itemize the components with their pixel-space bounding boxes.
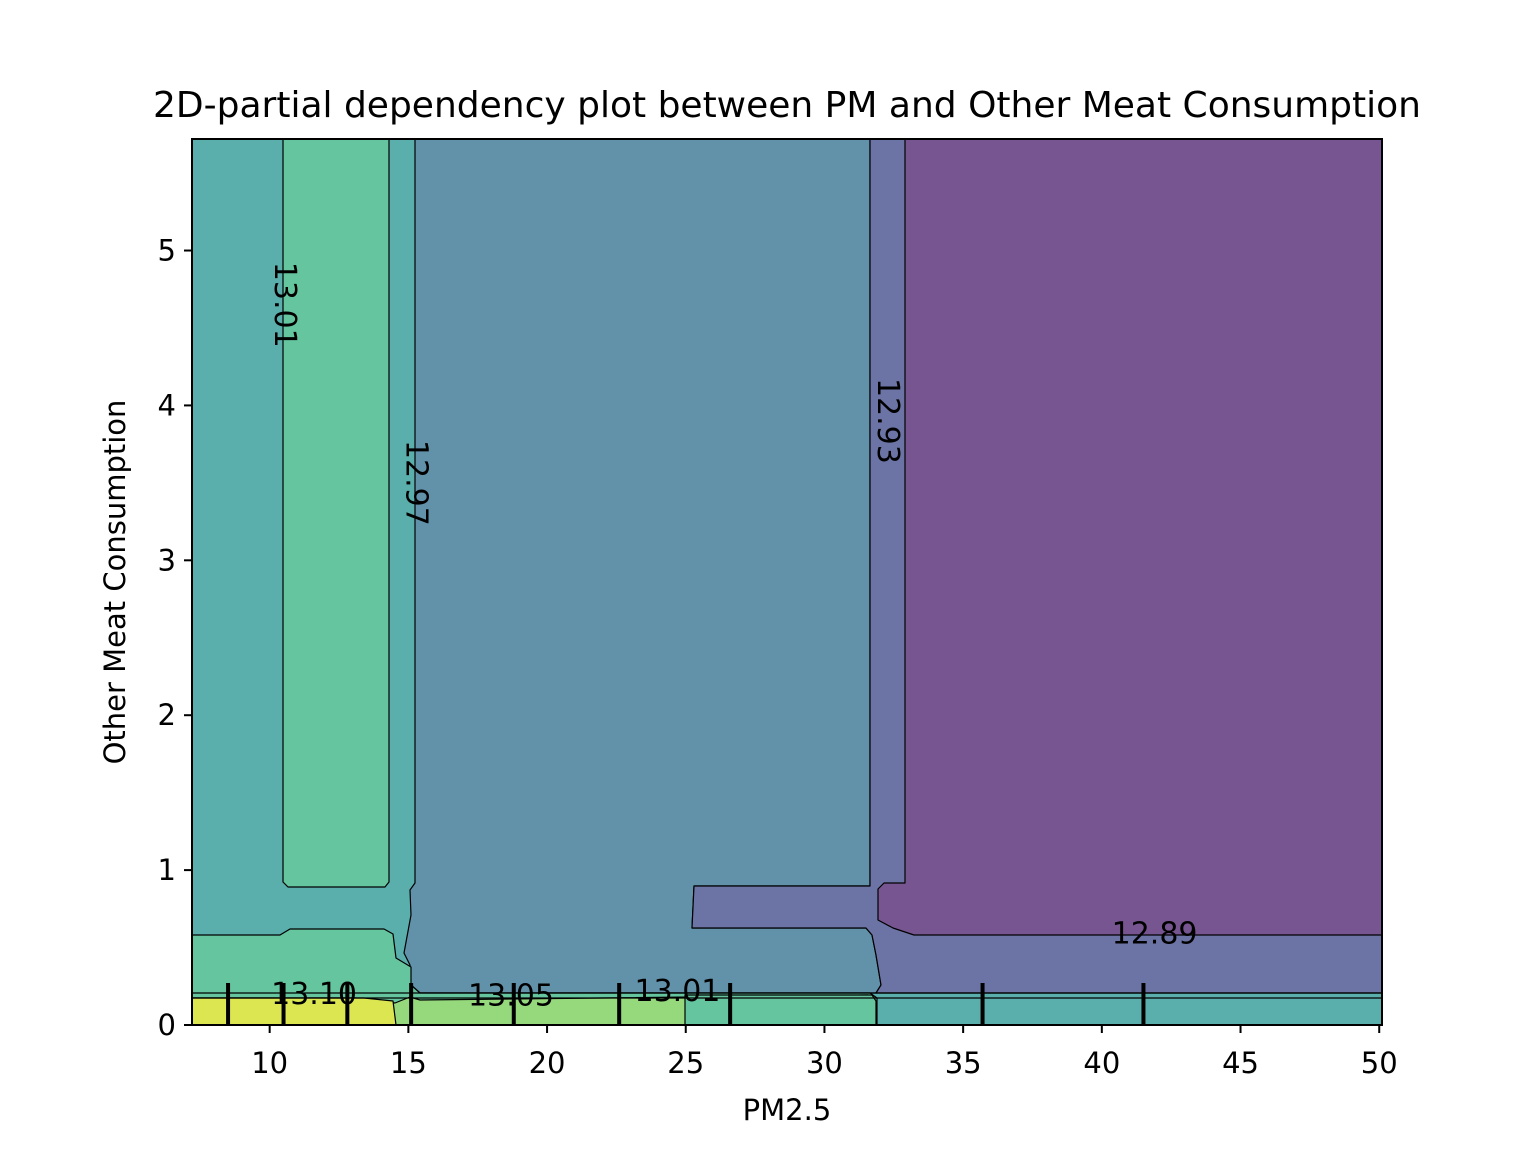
contour-label-6: 13.01 [634,974,720,1009]
y-tick-label: 1 [158,853,176,887]
x-tick-label: 50 [1361,1046,1398,1080]
contour-label-1: 12.97 [399,440,434,526]
x-tick-label: 20 [529,1046,566,1080]
plot-frame [191,138,1383,1026]
region-bottom-band-13-01 [684,994,877,1026]
y-tick-label: 5 [158,234,176,268]
contour-label-2: 12.93 [870,378,905,464]
y-tick-label: 3 [158,543,176,577]
contour-label-text: 12.97 [399,440,434,526]
contour-label-0: 13.01 [267,262,302,348]
x-tick-label: 10 [251,1046,288,1080]
contour-label-text: 12.89 [1112,917,1198,952]
chart-title: 2D-partial dependency plot between PM an… [153,85,1421,126]
x-tick-label: 30 [806,1046,843,1080]
contour-label-3: 12.89 [1112,917,1198,952]
contour-label-text: 12.93 [870,378,905,464]
region-central-band [403,138,882,994]
contour-label-5: 13.05 [468,979,554,1014]
contour-label-text: 13.01 [634,974,720,1009]
plot-area [191,138,1383,1026]
region-top-right-low [877,138,1383,936]
region-vertical-band-13-01 [282,138,390,888]
x-tick-label: 15 [390,1046,427,1080]
x-tick-label: 40 [1083,1046,1120,1080]
x-axis-label: PM2.5 [743,1093,832,1127]
y-axis-label: Other Meat Consumption [98,400,132,765]
y-tick-label: 2 [158,698,176,732]
rug-layer [226,983,1146,1025]
y-tick-label: 0 [158,1008,176,1042]
contour-label-text: 13.05 [468,979,554,1014]
contour-label-text: 13.01 [267,262,302,348]
y-axis-ticks: 0 1 2 3 4 5 [158,234,192,1042]
x-tick-label: 45 [1222,1046,1259,1080]
y-tick-label: 4 [158,388,176,422]
x-tick-label: 25 [667,1046,704,1080]
x-axis-ticks: 10 15 20 25 30 35 40 45 50 [251,1025,1398,1080]
x-tick-label: 35 [945,1046,982,1080]
